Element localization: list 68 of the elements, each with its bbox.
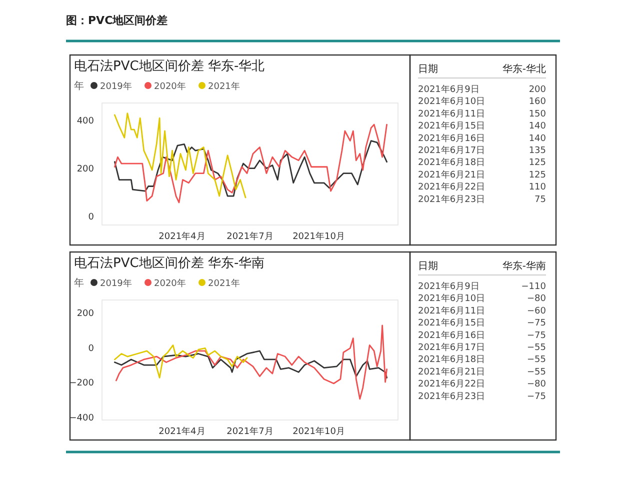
category-label: 2021年6月22日: [418, 378, 486, 390]
category-label: 2021年6月17日: [418, 342, 486, 353]
category-label: 2021年6月10日: [418, 293, 486, 304]
legend-label: 2020年: [154, 278, 186, 289]
legend-label: 2020年: [154, 81, 186, 92]
text: 日期: [418, 260, 438, 272]
legend-label: 2019年: [100, 81, 132, 92]
y-tick-label: −200: [69, 378, 94, 389]
legend-label: 2019年: [100, 278, 132, 289]
data-label: 75: [534, 194, 546, 205]
category-label: 2021年6月10日: [418, 96, 486, 108]
y-tick-label: 200: [76, 309, 94, 320]
text: 华东-华南: [502, 260, 546, 272]
text: 华东-华北: [502, 63, 546, 75]
category-label: 2021年6月11日: [418, 108, 486, 120]
category-label: 2021年6月23日: [418, 390, 486, 402]
data-label: −75: [527, 318, 546, 329]
data-label: 125: [528, 170, 546, 180]
category-label: 2021年6月21日: [418, 366, 486, 378]
category-label: 2021年6月23日: [418, 194, 486, 205]
x-tick-label: 2021年10月: [292, 426, 345, 437]
x-tick-label: 2021年4月: [158, 426, 206, 437]
category-label: 2021年6月11日: [418, 305, 486, 316]
category-label: 2021年6月18日: [418, 157, 486, 168]
category-label: 2021年6月15日: [418, 318, 486, 329]
data-label: 160: [528, 97, 546, 108]
y-tick-label: 200: [76, 164, 94, 175]
y-tick-label: −400: [69, 414, 94, 424]
y-tick-label: 400: [76, 116, 94, 127]
data-label: 140: [528, 134, 546, 144]
category-label: 2021年6月22日: [418, 182, 486, 193]
y-tick-label: 0: [88, 212, 94, 222]
text: 日期: [418, 63, 438, 75]
category-label: 2021年6月21日: [418, 169, 486, 180]
x-tick-label: 2021年7月: [226, 426, 274, 437]
data-label: −55: [527, 343, 546, 353]
data-label: 200: [528, 85, 546, 95]
data-label: −75: [527, 392, 546, 402]
legend-label: 2021年: [208, 81, 240, 92]
data-label: 110: [528, 182, 546, 193]
legend-label: 2021年: [208, 278, 240, 289]
data-label: −60: [527, 306, 546, 316]
data-label: −75: [527, 330, 546, 341]
category-label: 2021年6月9日: [418, 281, 480, 292]
category-label: 2021年6月16日: [418, 132, 486, 144]
category-label: 2021年6月18日: [418, 354, 486, 366]
legend-title: 年: [74, 80, 84, 92]
x-tick-label: 2021年4月: [158, 231, 206, 242]
text: 图：PVC地区间价差: [66, 14, 168, 27]
data-label: 135: [528, 146, 546, 156]
category-label: 2021年6月15日: [418, 120, 486, 132]
data-label: −55: [527, 367, 546, 378]
chart-title: 电石法PVC地区间价差 华东-华南: [74, 256, 265, 271]
data-label: −80: [527, 294, 546, 304]
category-label: 2021年6月16日: [418, 330, 486, 341]
data-label: −80: [527, 380, 546, 390]
legend-title: 年: [74, 277, 84, 289]
data-label: −55: [527, 355, 546, 366]
x-tick-label: 2021年7月: [226, 231, 274, 242]
x-tick-label: 2021年10月: [292, 231, 345, 242]
category-label: 2021年6月17日: [418, 145, 486, 156]
chart-title: 电石法PVC地区间价差 华东-华北: [74, 59, 265, 74]
data-label: 125: [528, 158, 546, 168]
data-label: 140: [528, 122, 546, 132]
category-label: 2021年6月9日: [418, 84, 480, 95]
y-tick-label: 0: [88, 344, 94, 354]
data-label: 150: [528, 109, 546, 120]
data-label: −110: [521, 282, 546, 292]
